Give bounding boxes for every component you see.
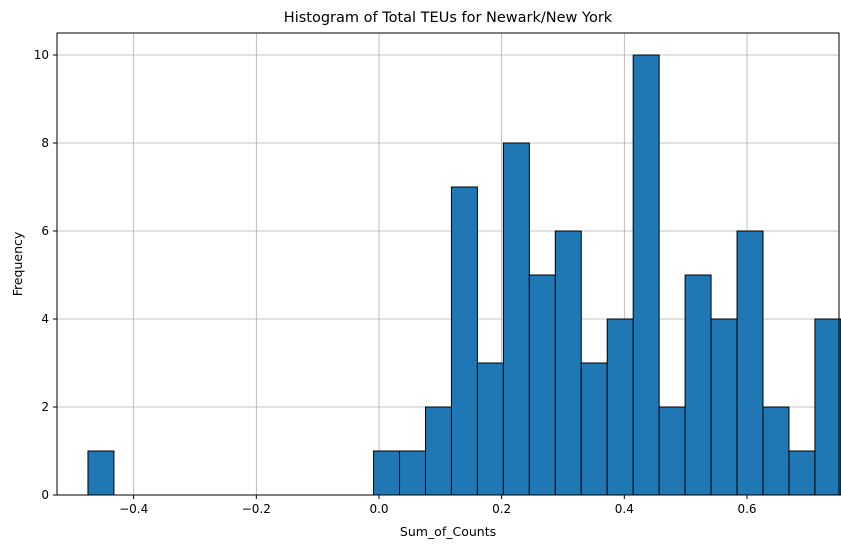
y-axis-label: Frequency: [10, 231, 25, 296]
histogram-bar: [528, 274, 556, 496]
histogram-bar: [814, 318, 841, 496]
histogram-bar: [554, 230, 582, 496]
histogram-bar: [736, 230, 764, 496]
histogram-bar: [606, 318, 634, 496]
y-tick-label: 4: [41, 312, 49, 326]
y-axis-ticks: 0 2 4 6 8 10: [34, 48, 57, 502]
histogram-bar: [373, 450, 401, 496]
x-tick-label: 0.4: [615, 502, 634, 516]
plot-frame: [56, 32, 840, 496]
x-tick-label: 0.2: [492, 502, 511, 516]
histogram-bar: [476, 362, 504, 496]
histogram-bar: [788, 450, 816, 496]
histogram-bar: [632, 54, 660, 496]
histogram-bar: [684, 274, 712, 496]
histogram-bar: [710, 318, 738, 496]
x-tick-label: 0.6: [737, 502, 756, 516]
histogram-bar: [450, 186, 478, 496]
x-axis-ticks: −0.4 −0.2 0.0 0.2 0.4 0.6: [119, 495, 757, 516]
histogram-bar: [424, 406, 452, 496]
x-tick-label: −0.4: [119, 502, 148, 516]
x-tick-label: −0.2: [242, 502, 271, 516]
histogram-bar: [762, 406, 790, 496]
histogram-bar: [658, 406, 686, 496]
histogram-bar: [399, 450, 426, 496]
x-tick-label: 0.0: [369, 502, 388, 516]
chart-title: Histogram of Total TEUs for Newark/New Y…: [284, 10, 613, 26]
histogram-bar: [87, 450, 115, 496]
y-tick-label: 10: [34, 48, 49, 62]
histogram-bar: [580, 362, 608, 496]
y-tick-label: 6: [41, 224, 49, 238]
histogram-bars: [87, 54, 841, 496]
x-axis-label: Sum_of_Counts: [400, 524, 496, 539]
y-tick-label: 0: [41, 488, 49, 502]
y-tick-label: 2: [41, 400, 49, 414]
y-tick-label: 8: [41, 136, 49, 150]
histogram-bar: [502, 142, 530, 496]
